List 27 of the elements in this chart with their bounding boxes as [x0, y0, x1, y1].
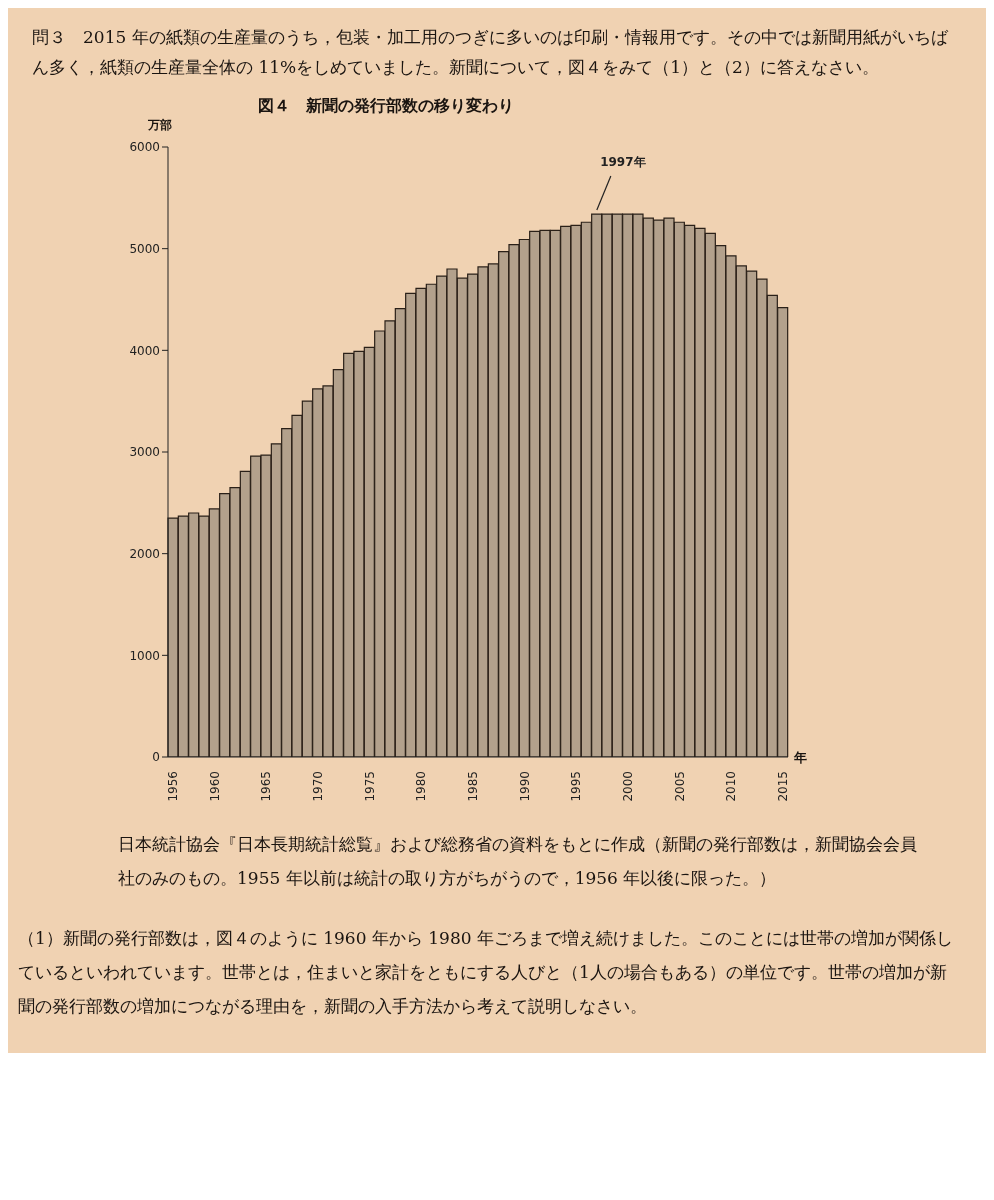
x-tick-label: 2015: [775, 771, 790, 802]
x-tick-label: 2000: [620, 771, 635, 802]
text: （1）新聞の発行部数は，図４のように 1960 年から 1980 年ごろまで増え続けました。このことには世帯の増加が関係しているといわれています。世帯とは，住まいと家計をともにする人びと（1人の場合もある）の単位です。世帯の増加が新聞の発行部数の増加につながる理由を，新聞の入手方法から考えて説明しなさい。: [17, 927, 954, 1018]
y-tick-label: 6000: [129, 140, 160, 155]
x-tick-label: 2010: [724, 771, 739, 802]
x-tick-label: 1990: [517, 771, 532, 802]
x-tick-label: 1956: [166, 771, 181, 802]
x-tick-label: 1960: [207, 771, 222, 802]
y-tick-label: 3000: [129, 445, 160, 460]
y-tick-label: 1000: [129, 648, 160, 663]
text: 問３ 2015 年の紙類の生産量のうち，包装・加工用のつぎに多いのは印刷・情報用です。その中では新聞用紙がいちばん多く，紙類の生産量全体の 11%をしめていました。新聞について，図４をみて（1）と（2）に答えなさい。: [31, 26, 949, 79]
annotation: 1997年: [600, 155, 646, 170]
x-tick-label: 1970: [310, 771, 325, 802]
y-tick-label: 2000: [129, 546, 160, 561]
x-tick-label: 1965: [259, 771, 274, 802]
chart-title: 図４ 新聞の発行部数の移り変わり: [258, 96, 515, 117]
y-tick-label: 0: [152, 750, 160, 765]
x-tick-label: 1980: [414, 771, 429, 802]
x-axis-title: 年: [794, 749, 807, 767]
x-tick-label: 2005: [672, 771, 687, 802]
text: 日本統計協会『日本長期統計総覧』および総務省の資料をもとに作成（新聞の発行部数は，新聞協会会員社のみのもの。1955 年以前は統計の取り方がちがうので，1956 年以後に限った。）: [117, 833, 918, 890]
y-axis-title: 万部: [148, 117, 172, 134]
y-tick-label: 5000: [129, 241, 160, 256]
x-tick-label: 1985: [465, 771, 480, 802]
y-tick-label: 4000: [129, 343, 160, 358]
x-tick-label: 1975: [362, 771, 377, 802]
x-tick-label: 1995: [569, 771, 584, 802]
